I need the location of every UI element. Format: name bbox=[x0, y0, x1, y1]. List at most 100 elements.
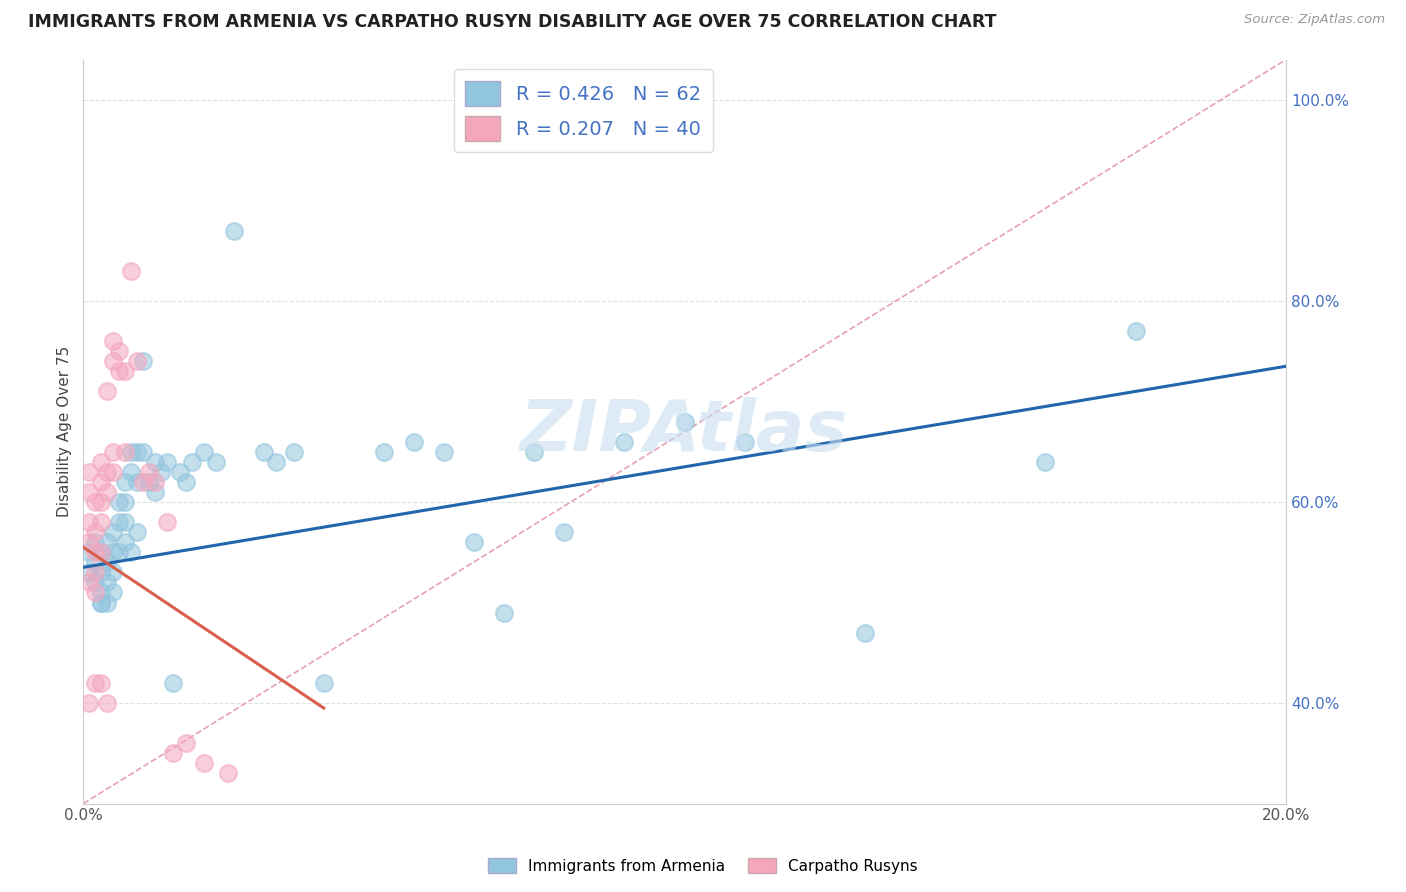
Point bbox=[138, 475, 160, 489]
Point bbox=[494, 606, 516, 620]
Point bbox=[114, 495, 136, 509]
Point bbox=[84, 555, 107, 569]
Point bbox=[96, 595, 118, 609]
Point bbox=[402, 434, 425, 449]
Point bbox=[114, 475, 136, 489]
Point bbox=[132, 354, 155, 368]
Text: ZIPAtlas: ZIPAtlas bbox=[520, 397, 849, 467]
Point bbox=[90, 515, 112, 529]
Point bbox=[264, 455, 287, 469]
Point bbox=[180, 455, 202, 469]
Point bbox=[150, 465, 173, 479]
Point bbox=[96, 696, 118, 710]
Text: Source: ZipAtlas.com: Source: ZipAtlas.com bbox=[1244, 13, 1385, 27]
Point bbox=[96, 484, 118, 499]
Point bbox=[853, 625, 876, 640]
Point bbox=[84, 535, 107, 549]
Point bbox=[90, 595, 112, 609]
Point bbox=[96, 384, 118, 399]
Point bbox=[132, 475, 155, 489]
Point bbox=[108, 364, 131, 378]
Point bbox=[217, 766, 239, 780]
Point bbox=[108, 515, 131, 529]
Point bbox=[79, 515, 101, 529]
Point bbox=[114, 515, 136, 529]
Point bbox=[96, 575, 118, 590]
Point bbox=[79, 575, 101, 590]
Point bbox=[90, 545, 112, 559]
Point bbox=[96, 535, 118, 549]
Point bbox=[1125, 324, 1147, 338]
Point bbox=[84, 585, 107, 599]
Point bbox=[253, 444, 276, 458]
Point bbox=[120, 465, 142, 479]
Point bbox=[523, 444, 546, 458]
Point bbox=[79, 545, 101, 559]
Point bbox=[108, 495, 131, 509]
Point bbox=[673, 415, 696, 429]
Point bbox=[222, 223, 245, 237]
Point bbox=[132, 444, 155, 458]
Point bbox=[90, 545, 112, 559]
Point bbox=[114, 444, 136, 458]
Point bbox=[312, 676, 335, 690]
Point bbox=[283, 444, 305, 458]
Point bbox=[138, 465, 160, 479]
Point bbox=[127, 475, 149, 489]
Point bbox=[79, 535, 101, 549]
Point bbox=[734, 434, 756, 449]
Point bbox=[103, 465, 125, 479]
Point bbox=[103, 334, 125, 348]
Point bbox=[127, 525, 149, 540]
Point bbox=[79, 465, 101, 479]
Point bbox=[79, 696, 101, 710]
Point bbox=[84, 495, 107, 509]
Point bbox=[162, 676, 184, 690]
Point bbox=[90, 676, 112, 690]
Point bbox=[90, 595, 112, 609]
Point bbox=[145, 475, 167, 489]
Point bbox=[79, 484, 101, 499]
Point bbox=[114, 364, 136, 378]
Point bbox=[193, 444, 215, 458]
Legend: Immigrants from Armenia, Carpatho Rusyns: Immigrants from Armenia, Carpatho Rusyns bbox=[482, 852, 924, 880]
Point bbox=[156, 455, 179, 469]
Point bbox=[103, 585, 125, 599]
Y-axis label: Disability Age Over 75: Disability Age Over 75 bbox=[58, 346, 72, 517]
Point bbox=[145, 455, 167, 469]
Point bbox=[433, 444, 456, 458]
Point bbox=[127, 354, 149, 368]
Legend: R = 0.426   N = 62, R = 0.207   N = 40: R = 0.426 N = 62, R = 0.207 N = 40 bbox=[454, 70, 713, 153]
Point bbox=[90, 566, 112, 580]
Point bbox=[96, 555, 118, 569]
Point bbox=[127, 444, 149, 458]
Point bbox=[162, 747, 184, 761]
Point bbox=[84, 566, 107, 580]
Text: IMMIGRANTS FROM ARMENIA VS CARPATHO RUSYN DISABILITY AGE OVER 75 CORRELATION CHA: IMMIGRANTS FROM ARMENIA VS CARPATHO RUSY… bbox=[28, 13, 997, 31]
Point bbox=[553, 525, 575, 540]
Point bbox=[103, 525, 125, 540]
Point bbox=[84, 676, 107, 690]
Point bbox=[373, 444, 395, 458]
Point bbox=[103, 566, 125, 580]
Point bbox=[120, 264, 142, 278]
Point bbox=[108, 344, 131, 359]
Point bbox=[174, 475, 197, 489]
Point bbox=[79, 566, 101, 580]
Point bbox=[84, 575, 107, 590]
Point bbox=[96, 465, 118, 479]
Point bbox=[103, 354, 125, 368]
Point bbox=[204, 455, 226, 469]
Point bbox=[463, 535, 485, 549]
Point bbox=[103, 444, 125, 458]
Point bbox=[169, 465, 191, 479]
Point bbox=[114, 535, 136, 549]
Point bbox=[1035, 455, 1057, 469]
Point bbox=[90, 585, 112, 599]
Point bbox=[90, 495, 112, 509]
Point bbox=[103, 545, 125, 559]
Point bbox=[145, 484, 167, 499]
Point bbox=[84, 545, 107, 559]
Point bbox=[120, 545, 142, 559]
Point bbox=[84, 525, 107, 540]
